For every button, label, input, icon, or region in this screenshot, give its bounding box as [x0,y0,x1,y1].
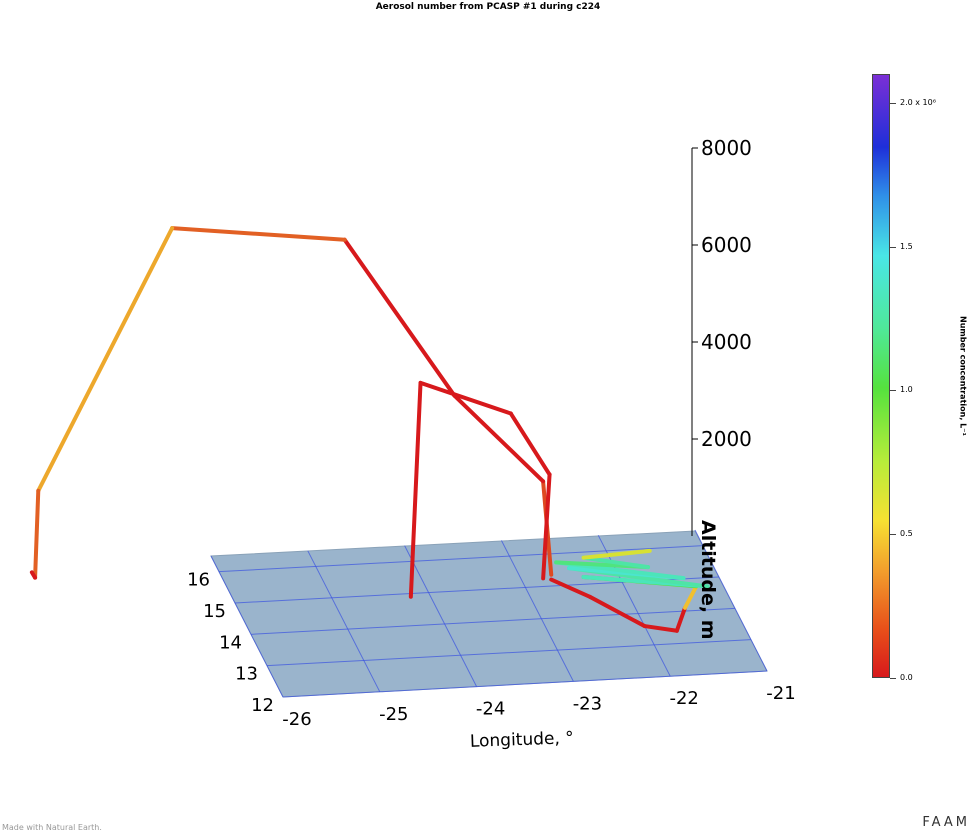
grid-line-lon [500,540,574,682]
colorbar-tick [890,390,896,392]
colorbar-tick [890,246,896,248]
grid-line-lon [210,555,284,698]
colorbar-tick [890,534,896,536]
track-segment [549,577,592,599]
track-segment [642,624,679,633]
track-segment [408,380,423,599]
x-axis-label: Longitude, ° [470,728,574,752]
track-segment [581,555,651,570]
track-segment [29,570,38,580]
flight-tracks [29,226,710,633]
colorbar-label: Number concentration, L⁻¹ [958,316,968,436]
faam-logo: FAAM [922,815,970,830]
y-tick-label: 15 [203,601,226,622]
grid-line-lat [282,670,768,698]
z-tick-label: 4000 [701,330,752,354]
colorbar-tick [890,678,896,679]
track-segment [452,393,546,484]
z-axis-ticks: 2000 4000 6000 8000 [692,136,752,451]
y-tick-label: 16 [187,570,210,591]
track-segment [33,488,41,580]
colorbar-tick-label: 2.0 x 10⁶ [900,97,936,107]
grid-line-lon [694,529,768,672]
track-segment [674,605,687,633]
track-segment [170,226,347,242]
x-tick-label: -25 [379,704,408,725]
z-tick-label: 6000 [701,233,752,257]
grid-line-lon [597,534,671,677]
colorbar [872,74,890,678]
track-segment [541,472,552,581]
chart-title: Aerosol number from PCASP #1 during c224 [375,2,601,12]
y-tick-label: 13 [235,664,258,685]
track-segment [508,411,552,477]
y-axis-ticks: 12 13 14 15 16 [187,570,274,716]
y-tick-label: 14 [219,632,242,653]
track-segment [581,548,652,560]
z-tick-label: 2000 [701,427,752,451]
x-tick-label: -21 [766,683,795,704]
grid-line-lon [404,545,478,687]
z-tick-label: 8000 [701,136,752,160]
track-segment [418,380,513,416]
colorbar-tick-label: 0.5 [900,529,913,539]
z-axis-label: Altitude, m [697,520,719,640]
x-axis-ticks: -26 -25 -24 -23 -22 -21 [282,683,795,730]
x-tick-label: -26 [282,709,311,730]
grid-line-lat [218,545,704,573]
track-segment [683,584,699,610]
track-segment [342,237,457,398]
natural-earth-credit: Made with Natural Earth. [2,823,102,832]
colorbar-tick-label: 1.0 [900,385,913,395]
colorbar-tick [890,102,896,104]
x-tick-label: -23 [573,693,602,714]
y-tick-label: 12 [251,695,274,716]
x-tick-label: -22 [669,688,698,709]
colorbar-tick-label: 1.5 [900,241,913,251]
track-segment [36,226,175,493]
grid-line-lat [266,639,752,667]
grid-line-lon [307,550,381,693]
track-segment [587,594,647,629]
x-tick-label: -24 [476,699,505,720]
colorbar-tick-label: 0.0 [900,673,913,682]
grid-line-lat [250,607,736,635]
